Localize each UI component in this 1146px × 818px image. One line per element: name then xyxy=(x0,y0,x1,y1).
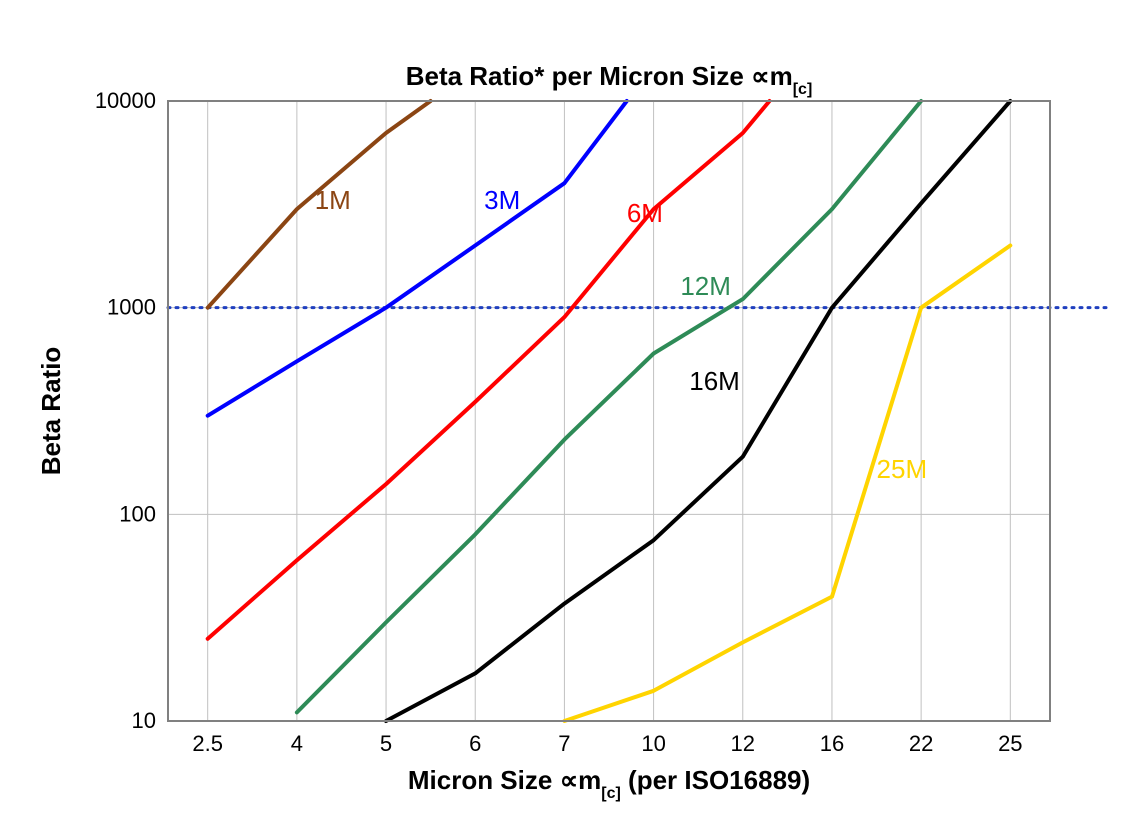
x-tick-label: 2.5 xyxy=(192,731,223,756)
x-tick-label: 5 xyxy=(380,731,392,756)
x-tick-label: 4 xyxy=(291,731,303,756)
y-tick-label: 100 xyxy=(119,501,156,526)
y-axis-label: Beta Ratio xyxy=(36,347,66,476)
x-tick-label: 6 xyxy=(469,731,481,756)
series-label-25M: 25M xyxy=(877,454,928,484)
series-label-1M: 1M xyxy=(315,185,351,215)
x-tick-label: 7 xyxy=(558,731,570,756)
x-tick-label: 22 xyxy=(909,731,933,756)
y-tick-label: 10 xyxy=(132,708,156,733)
x-tick-label: 12 xyxy=(731,731,755,756)
x-tick-label: 10 xyxy=(641,731,665,756)
y-tick-label: 10000 xyxy=(95,88,156,113)
beta-ratio-chart: 2.5 4 5 6 7 10 12 16 22 25 10 100 1000 10000 1M 3M 6M 12M… xyxy=(0,0,1146,818)
series-label-12M: 12M xyxy=(680,271,731,301)
x-tick-label: 16 xyxy=(820,731,844,756)
series-label-16M: 16M xyxy=(689,366,740,396)
series-label-3M: 3M xyxy=(484,185,520,215)
x-tick-label: 25 xyxy=(998,731,1022,756)
y-tick-label: 1000 xyxy=(107,295,156,320)
series-label-6M: 6M xyxy=(627,198,663,228)
